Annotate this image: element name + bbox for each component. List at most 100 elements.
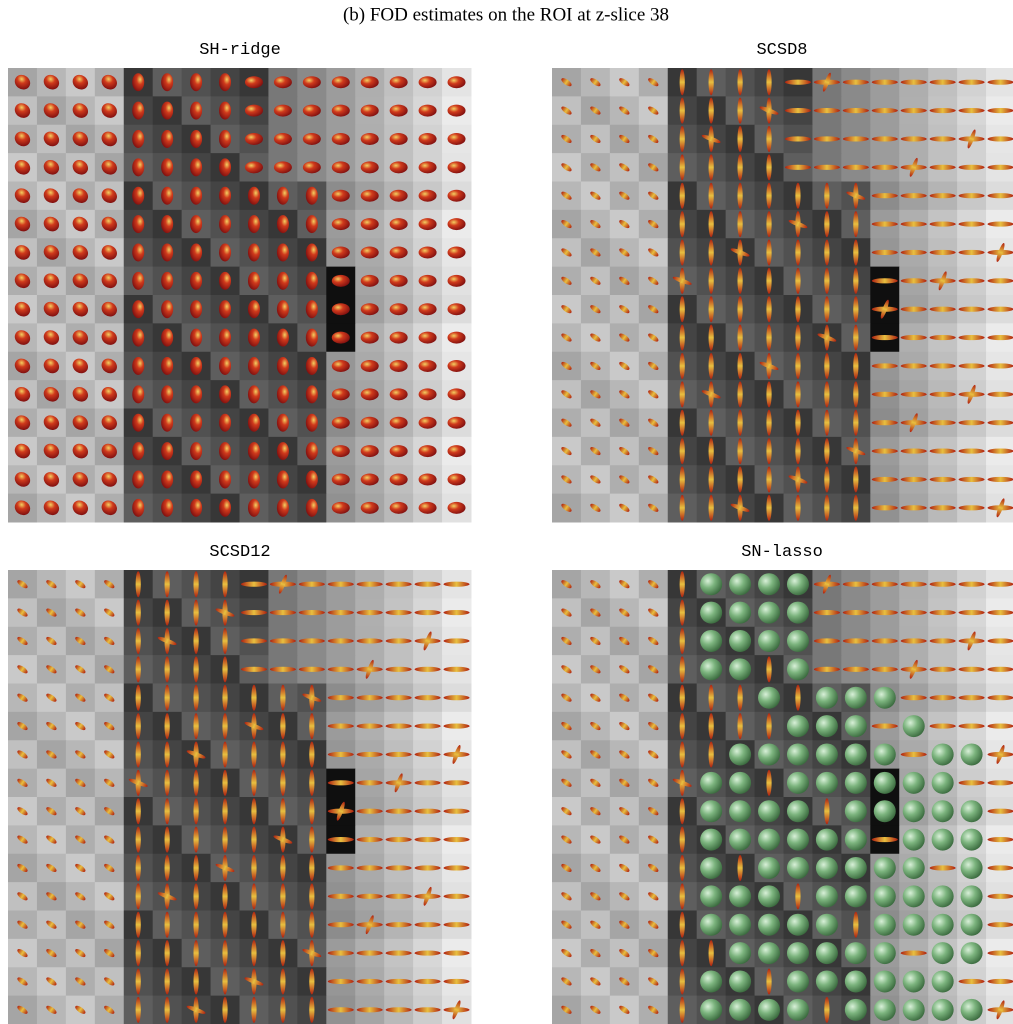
glyph bbox=[845, 715, 867, 737]
glyph bbox=[161, 385, 173, 403]
glyph bbox=[874, 687, 896, 709]
glyph bbox=[930, 193, 956, 198]
glyph bbox=[872, 837, 898, 842]
glyph bbox=[193, 600, 198, 626]
glyph bbox=[816, 687, 838, 709]
glyph bbox=[280, 685, 285, 711]
glyph bbox=[872, 250, 898, 255]
glyph bbox=[419, 161, 437, 173]
glyph bbox=[132, 357, 144, 375]
glyph bbox=[766, 296, 771, 322]
glyph bbox=[795, 296, 800, 322]
glyph bbox=[988, 865, 1013, 870]
glyph bbox=[332, 388, 350, 400]
glyph bbox=[843, 610, 869, 615]
glyph bbox=[959, 582, 985, 587]
glyph bbox=[357, 1007, 383, 1012]
glyph bbox=[309, 968, 314, 994]
glyph bbox=[845, 885, 867, 907]
glyph bbox=[709, 495, 714, 521]
glyph bbox=[901, 582, 927, 587]
glyph bbox=[444, 950, 470, 955]
glyph bbox=[787, 800, 809, 822]
glyph bbox=[193, 912, 198, 938]
glyph bbox=[872, 80, 898, 85]
glyph bbox=[361, 218, 379, 230]
glyph bbox=[303, 133, 321, 145]
glyph bbox=[309, 912, 314, 938]
glyph bbox=[222, 798, 227, 824]
glyph bbox=[700, 914, 722, 936]
glyph bbox=[709, 183, 714, 209]
glyph bbox=[190, 300, 202, 318]
glyph bbox=[680, 997, 685, 1023]
glyph bbox=[415, 752, 441, 757]
glyph bbox=[386, 950, 412, 955]
glyph bbox=[959, 979, 985, 984]
glyph bbox=[737, 98, 742, 124]
glyph bbox=[787, 658, 809, 680]
glyph bbox=[700, 573, 722, 595]
panel bbox=[8, 570, 472, 1024]
glyph bbox=[219, 499, 231, 517]
glyph bbox=[737, 410, 742, 436]
glyph bbox=[448, 388, 466, 400]
glyph bbox=[872, 108, 898, 113]
glyph bbox=[932, 772, 954, 794]
glyph bbox=[795, 381, 800, 407]
glyph bbox=[988, 307, 1013, 312]
glyph bbox=[161, 73, 173, 91]
glyph bbox=[903, 715, 925, 737]
glyph bbox=[932, 829, 954, 851]
glyph bbox=[709, 741, 714, 767]
glyph bbox=[787, 772, 809, 794]
glyph bbox=[277, 385, 289, 403]
glyph bbox=[680, 353, 685, 379]
glyph bbox=[845, 800, 867, 822]
glyph bbox=[787, 743, 809, 765]
glyph bbox=[161, 470, 173, 488]
glyph bbox=[332, 218, 350, 230]
glyph bbox=[824, 239, 829, 265]
glyph bbox=[988, 950, 1013, 955]
glyph bbox=[988, 837, 1013, 842]
glyph bbox=[680, 98, 685, 124]
glyph bbox=[390, 246, 408, 258]
glyph bbox=[795, 495, 800, 521]
glyph bbox=[448, 303, 466, 315]
glyph bbox=[161, 102, 173, 120]
glyph bbox=[277, 414, 289, 432]
panel-title: SCSD8 bbox=[756, 41, 807, 60]
glyph bbox=[680, 827, 685, 853]
glyph bbox=[248, 470, 260, 488]
glyph bbox=[845, 970, 867, 992]
glyph bbox=[190, 470, 202, 488]
glyph bbox=[419, 332, 437, 344]
glyph bbox=[709, 438, 714, 464]
glyph bbox=[758, 885, 780, 907]
glyph bbox=[787, 857, 809, 879]
glyph bbox=[680, 713, 685, 739]
glyph bbox=[448, 473, 466, 485]
glyph bbox=[309, 827, 314, 853]
glyph bbox=[988, 638, 1013, 643]
glyph bbox=[161, 442, 173, 460]
glyph bbox=[361, 303, 379, 315]
glyph bbox=[824, 183, 829, 209]
glyph bbox=[165, 855, 170, 881]
glyph bbox=[165, 798, 170, 824]
glyph bbox=[901, 505, 927, 510]
glyph bbox=[132, 158, 144, 176]
glyph bbox=[816, 914, 838, 936]
glyph bbox=[709, 268, 714, 294]
glyph bbox=[136, 628, 141, 654]
glyph bbox=[680, 296, 685, 322]
glyph bbox=[190, 385, 202, 403]
glyph bbox=[415, 922, 441, 927]
glyph bbox=[901, 448, 927, 453]
glyph bbox=[766, 495, 771, 521]
glyph bbox=[988, 278, 1013, 283]
glyph bbox=[219, 130, 231, 148]
glyph bbox=[219, 187, 231, 205]
glyph bbox=[415, 667, 441, 672]
